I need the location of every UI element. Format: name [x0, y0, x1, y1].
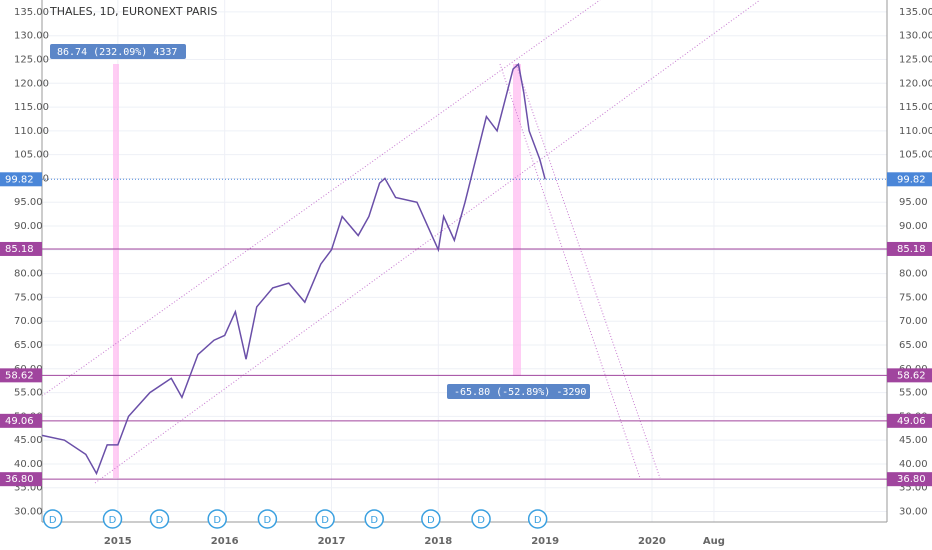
y-tick-label: 105.00 — [899, 150, 932, 161]
y-tick-label: 125.00 — [899, 54, 932, 65]
price-tag-label: 36.80 — [5, 474, 34, 485]
price-tag-label: 58.62 — [5, 370, 34, 381]
dividend-marker — [257, 509, 278, 529]
y-tick-label: 80.00 — [899, 269, 928, 280]
y-tick-label: 80.00 — [14, 269, 43, 280]
y-tick-label: 115.00 — [899, 102, 932, 113]
measure-label-box — [447, 384, 590, 399]
price-tag-label: 49.06 — [5, 416, 34, 427]
y-tick-label: 95.00 — [899, 197, 928, 208]
y-tick-label: 35.00 — [899, 483, 928, 494]
y-tick-label: 75.00 — [899, 292, 928, 303]
down-line — [499, 63, 641, 479]
price-tag — [0, 368, 42, 383]
price-line — [41, 62, 546, 476]
y-tick-label: 40.00 — [899, 459, 928, 470]
dividend-label: D — [370, 515, 378, 526]
y-tick-label: 120.00 — [14, 78, 49, 89]
price-tag — [0, 241, 42, 256]
y-tick-label: 130.00 — [899, 31, 932, 42]
y-tick-label: 45.00 — [14, 435, 43, 446]
price-tag-label: 58.62 — [897, 370, 926, 381]
y-tick-label: 65.00 — [14, 340, 43, 351]
dividend-marker — [471, 509, 491, 529]
y-tick-label: 70.00 — [14, 316, 43, 327]
range-highlight — [513, 64, 521, 376]
price-tag — [0, 413, 42, 428]
dividend-marker — [315, 509, 335, 529]
channel-upper — [41, 0, 601, 397]
y-tick-label: 40.00 — [14, 459, 43, 470]
price-tag-label: 36.80 — [897, 474, 926, 485]
dividend-label: D — [109, 515, 117, 526]
y-tick-label: 90.00 — [899, 221, 928, 232]
dividend-label: D — [49, 515, 57, 526]
dividend-label: D — [477, 515, 485, 526]
price-tag-label: 99.82 — [5, 174, 34, 185]
range-highlight — [113, 64, 119, 478]
y-tick-label: 120.00 — [899, 78, 932, 89]
dividend-marker — [42, 509, 63, 529]
measure-label: -65.80 (-52.89%) -3290 — [454, 387, 586, 398]
dividend-label: D — [534, 515, 542, 526]
dividend-marker — [102, 509, 123, 529]
price-tag — [887, 368, 932, 383]
x-tick-label: 2020 — [638, 536, 666, 547]
y-tick-label: 35.00 — [14, 483, 43, 494]
dividend-label: D — [156, 515, 164, 526]
dividend-marker — [364, 509, 384, 529]
price-tag — [887, 472, 932, 487]
price-tag — [887, 172, 932, 187]
down-line — [515, 63, 661, 479]
price-tag — [887, 413, 932, 428]
x-tick-label: 2019 — [531, 536, 559, 547]
x-tick-label: 2015 — [104, 536, 132, 547]
y-tick-label: 110.00 — [14, 126, 49, 137]
dividend-marker — [207, 509, 227, 529]
x-tick-label: 2016 — [211, 536, 239, 547]
x-tick-label: Aug — [703, 536, 725, 547]
price-tag-label: 99.82 — [897, 174, 926, 185]
y-tick-label: 95.00 — [14, 197, 43, 208]
measure-label: 86.74 (232.09%) 4337 — [57, 47, 177, 58]
dividend-label: D — [264, 515, 272, 526]
measure-label-box — [50, 44, 186, 59]
dividend-label: D — [213, 515, 221, 526]
dividend-label: D — [321, 515, 329, 526]
trend-channel — [41, 0, 761, 484]
y-tick-label: 135.00 — [899, 7, 932, 18]
price-tag-label: 85.18 — [5, 244, 34, 255]
chart-title: THALES, 1D, EURONEXT PARIS — [49, 5, 217, 18]
y-tick-label: 125.00 — [14, 54, 49, 65]
price-tag-label: 85.18 — [897, 244, 926, 255]
y-tick-label: 30.00 — [14, 507, 43, 518]
y-tick-label: 75.00 — [14, 292, 43, 303]
dividend-marker — [527, 509, 548, 529]
x-tick-label: 2017 — [318, 536, 346, 547]
y-tick-label: 135.00 — [14, 7, 49, 18]
y-tick-label: 90.00 — [14, 221, 43, 232]
y-tick-label: 55.00 — [14, 388, 43, 399]
y-tick-label: 55.00 — [899, 388, 928, 399]
y-tick-label: 110.00 — [899, 126, 932, 137]
y-tick-label: 65.00 — [899, 340, 928, 351]
price-tag-label: 49.06 — [897, 416, 926, 427]
price-tag — [0, 172, 42, 187]
y-tick-label: 115.00 — [14, 102, 49, 113]
dividend-marker — [421, 509, 441, 529]
y-tick-label: 70.00 — [899, 316, 928, 327]
y-tick-label: 30.00 — [899, 507, 928, 518]
y-tick-label: 130.00 — [14, 31, 49, 42]
price-tag — [887, 241, 932, 256]
dividend-marker — [149, 509, 170, 529]
dividend-label: D — [427, 515, 435, 526]
channel-lower — [94, 0, 761, 484]
y-tick-label: 105.00 — [14, 150, 49, 161]
price-tag — [0, 472, 42, 487]
x-tick-label: 2018 — [424, 536, 452, 547]
y-tick-label: 45.00 — [899, 435, 928, 446]
